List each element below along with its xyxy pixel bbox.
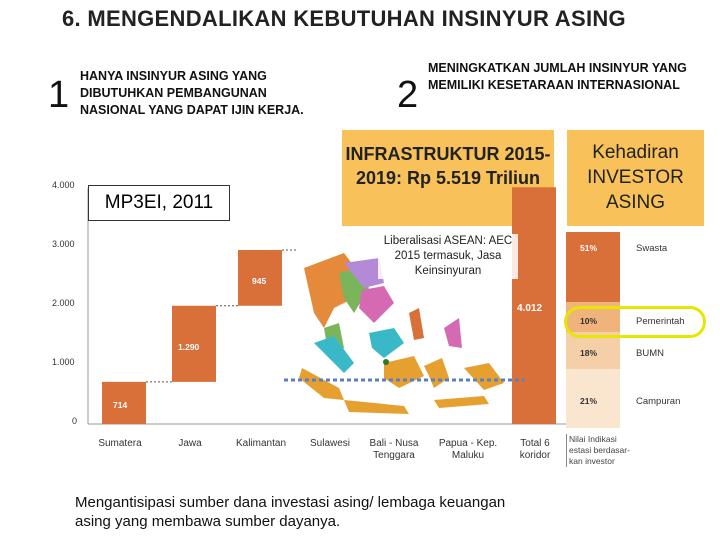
category-label: Sumatera: [98, 438, 142, 449]
point-2-text: MENINGKATKAN JUMLAH INSINYUR YANG MEMILI…: [428, 61, 687, 92]
composition-note: Nilai Indikasi estasi berdasar- kan inve…: [566, 434, 632, 467]
bar-value-label: 4.012: [517, 303, 543, 314]
asean-note: Liberalisasi ASEAN: AEC 2015 termasuk, J…: [378, 234, 518, 279]
y-tick: 1.000: [52, 357, 75, 367]
legend-bumn: BUMN: [636, 348, 664, 359]
bar-value-label: 945: [252, 276, 267, 286]
total-bar: [512, 187, 556, 424]
waterfall-bar: [102, 381, 146, 424]
category-label: Kalimantan: [235, 438, 287, 449]
legend-swasta: Swasta: [636, 243, 668, 254]
category-label: Total 6 koridor: [519, 438, 551, 461]
legend-pemerintah: Pemerintah: [636, 316, 685, 327]
segment-pct-label: 51%: [580, 243, 598, 253]
y-tick: 2.000: [52, 298, 75, 308]
category-label: Papua - Kep. Maluku: [438, 438, 498, 461]
indonesia-map: [284, 253, 524, 414]
segment-pct-label: 18%: [580, 348, 598, 358]
category-label: Jawa: [178, 438, 202, 449]
slide-title: 6. MENGENDALIKAN KEBUTUHAN INSINYUR ASIN…: [62, 6, 626, 31]
category-label: Sulawesi: [309, 438, 351, 449]
y-tick: 3.000: [52, 239, 75, 249]
point-2-number: 2: [397, 74, 419, 116]
y-tick: 0: [72, 416, 78, 426]
segment-pct-label: 10%: [580, 316, 598, 326]
y-tick: 4.000: [52, 180, 75, 190]
chart-gridlines: [87, 188, 566, 425]
point-1-text: HANYA INSINYUR ASING YANG DIBUTUHKAN PEM…: [80, 69, 304, 117]
mp3ei-label: MP3EI, 2011: [88, 185, 230, 221]
bar-value-label: 1.290: [178, 342, 200, 352]
composition-column: [566, 232, 620, 428]
footer-text: Mengantisipasi sumber dana investasi asi…: [75, 494, 506, 530]
bar-value-label: 714: [113, 400, 128, 410]
waterfall-bar: [238, 250, 282, 306]
legend-campuran: Campuran: [636, 396, 681, 407]
category-label: Bali - Nusa Tenggara: [369, 438, 419, 461]
investor-box: Kehadiran INVESTOR ASING: [567, 130, 704, 226]
waterfall-bar: [172, 305, 216, 382]
pemerintah-highlight: [564, 306, 706, 338]
chart-bars: [102, 187, 556, 424]
segment-campuran: [566, 369, 620, 428]
segment-swasta: [566, 232, 620, 302]
point-1-number: 1: [48, 74, 70, 116]
segment-pct-label: 21%: [580, 396, 598, 406]
segment-bumn: [566, 332, 620, 369]
